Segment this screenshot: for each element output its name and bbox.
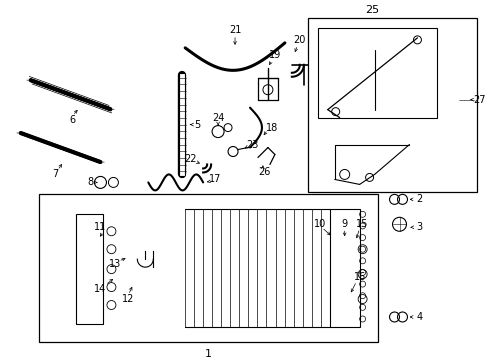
Text: 25: 25 [365,5,379,15]
Bar [329,209,359,327]
Text: 11: 11 [94,222,106,232]
Text: 6: 6 [69,114,76,125]
Text: 19: 19 [268,50,281,60]
Text: 13: 13 [109,259,122,269]
Text: 1: 1 [204,349,211,359]
Text: 18: 18 [265,123,278,132]
Text: 24: 24 [211,113,224,123]
Text: 8: 8 [87,177,93,188]
Text: 7: 7 [52,170,59,179]
Text: 12: 12 [122,294,134,304]
Text: 15: 15 [356,219,368,229]
Text: 17: 17 [208,175,221,184]
Text: 22: 22 [183,154,196,165]
Text: 10: 10 [313,219,325,229]
Text: 5: 5 [194,120,200,130]
Bar [317,28,436,118]
Text: 20: 20 [293,35,305,45]
Text: 16: 16 [353,272,365,282]
Text: 27: 27 [472,95,485,105]
Text: 23: 23 [245,140,258,149]
Bar [39,194,377,342]
Text: 21: 21 [228,25,241,35]
Text: 3: 3 [415,222,422,232]
Bar [75,214,103,324]
Bar [307,18,476,192]
Text: 14: 14 [94,284,106,294]
Text: 4: 4 [415,312,422,322]
Text: 26: 26 [258,167,270,177]
Text: 9: 9 [341,219,347,229]
Text: 2: 2 [415,194,422,204]
